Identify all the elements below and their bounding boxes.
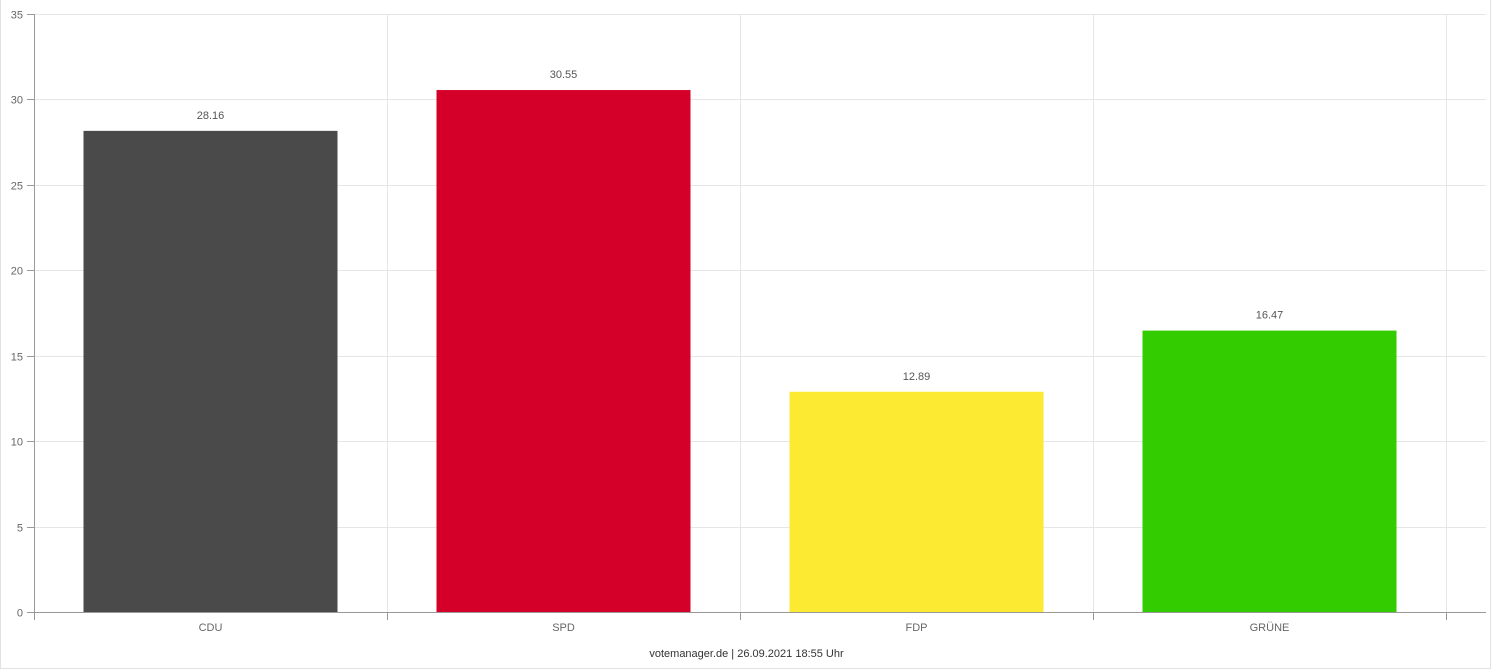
y-tick-label: 35 bbox=[11, 10, 23, 22]
bar-fdp bbox=[789, 391, 1044, 612]
bar-value-label: 16.47 bbox=[1256, 310, 1284, 322]
x-tick-label: FDP bbox=[906, 622, 928, 634]
y-tick-label: 20 bbox=[11, 266, 23, 278]
bar-value-label: 12.89 bbox=[903, 371, 931, 383]
y-tick-label: 15 bbox=[11, 352, 23, 364]
bar-chart: 0 5 10 15 20 25 30 35 28.16 CDU 30.55 SPD 12.89 FDP 16… bbox=[11, 10, 1486, 635]
y-tick-label: 30 bbox=[11, 95, 23, 107]
y-tick-label: 25 bbox=[11, 181, 23, 193]
x-tick-label: CDU bbox=[199, 622, 223, 634]
bar-value-label: 30.55 bbox=[550, 69, 578, 81]
bars-layer bbox=[83, 90, 1397, 613]
bar-value-label: 28.16 bbox=[197, 110, 225, 122]
bar-cdu bbox=[83, 130, 338, 613]
labels-layer: 0 5 10 15 20 25 30 35 28.16 CDU 30.55 SPD 12.89 FDP 16… bbox=[11, 10, 1290, 635]
x-tick-label: GRÜNE bbox=[1250, 622, 1290, 634]
y-tick-label: 5 bbox=[17, 523, 23, 535]
y-tick-label: 10 bbox=[11, 437, 23, 449]
bar-gr-ne bbox=[1142, 330, 1397, 612]
bar-spd bbox=[436, 90, 691, 612]
x-tick-label: SPD bbox=[552, 622, 575, 634]
axis-layer bbox=[27, 14, 1486, 620]
chart-source-footer: votemanager.de | 26.09.2021 18:55 Uhr bbox=[649, 648, 844, 660]
y-tick-label: 0 bbox=[17, 608, 23, 620]
